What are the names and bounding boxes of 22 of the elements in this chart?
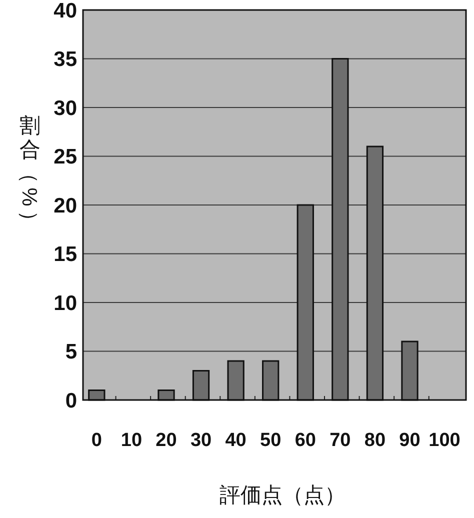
x-tick-label: 20	[156, 430, 177, 451]
y-tick-label: 10	[54, 292, 77, 315]
y-tick-label: 35	[54, 48, 78, 72]
x-tick-label: 100	[428, 430, 460, 451]
x-tick-label: 50	[260, 430, 282, 451]
x-tick-label: 80	[364, 430, 386, 451]
x-tick-label: 60	[294, 430, 316, 451]
x-tick-label: 30	[190, 430, 212, 451]
x-tick-label: 70	[330, 430, 351, 451]
y-tick-label: 15	[54, 243, 78, 266]
y-tick-label: 40	[54, 0, 77, 22]
y-tick-label: 0	[65, 389, 77, 412]
x-axis-title: 評価点（点）	[220, 484, 346, 507]
x-tick-label: 40	[225, 430, 246, 451]
x-tick-label: 0	[91, 430, 102, 451]
y-tick-label: 25	[54, 146, 78, 169]
y-tick-label: 20	[54, 194, 77, 218]
y-tick-label: 5	[65, 340, 78, 364]
y-axis-title: 割合（%）	[18, 114, 41, 232]
y-tick-label: 30	[54, 96, 77, 120]
x-tick-label: 90	[399, 430, 420, 451]
x-tick-label: 10	[120, 430, 142, 451]
